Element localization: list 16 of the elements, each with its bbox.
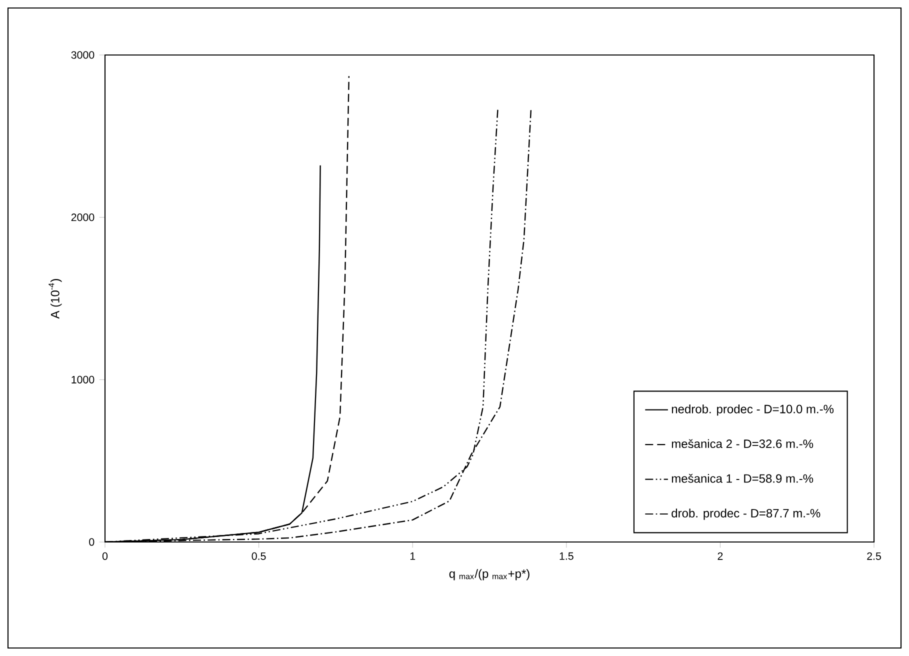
legend-label: nedrob. prodec - D=10.0 m.-% xyxy=(672,404,834,416)
x-tick-label: 2 xyxy=(718,552,723,560)
y-axis-title: A (10$^{-4}$) xyxy=(48,279,62,319)
x-tick-label: 0 xyxy=(102,552,108,560)
x-tick-label: 1.5 xyxy=(560,552,574,560)
x-tick-label: 1 xyxy=(410,552,416,560)
x-tick-label: 0.5 xyxy=(252,552,266,560)
y-tick-label: 3000 xyxy=(71,51,94,59)
legend-label: drob. prodec - D=87.7 m.-% xyxy=(672,508,820,520)
y-tick-label: 0 xyxy=(89,538,94,546)
legend-label: mešanica 1 - D=58.9 m.-% xyxy=(672,474,814,483)
x-axis-title: q $_{max}$/(p $_{max}$+p*) xyxy=(449,569,530,580)
y-tick-label: 1000 xyxy=(72,376,94,384)
legend-label: mešanica 2 - D=32.6 m.-% xyxy=(672,439,814,448)
x-tick-label: 2.5 xyxy=(867,552,881,560)
y-tick-label: 2000 xyxy=(71,214,94,222)
